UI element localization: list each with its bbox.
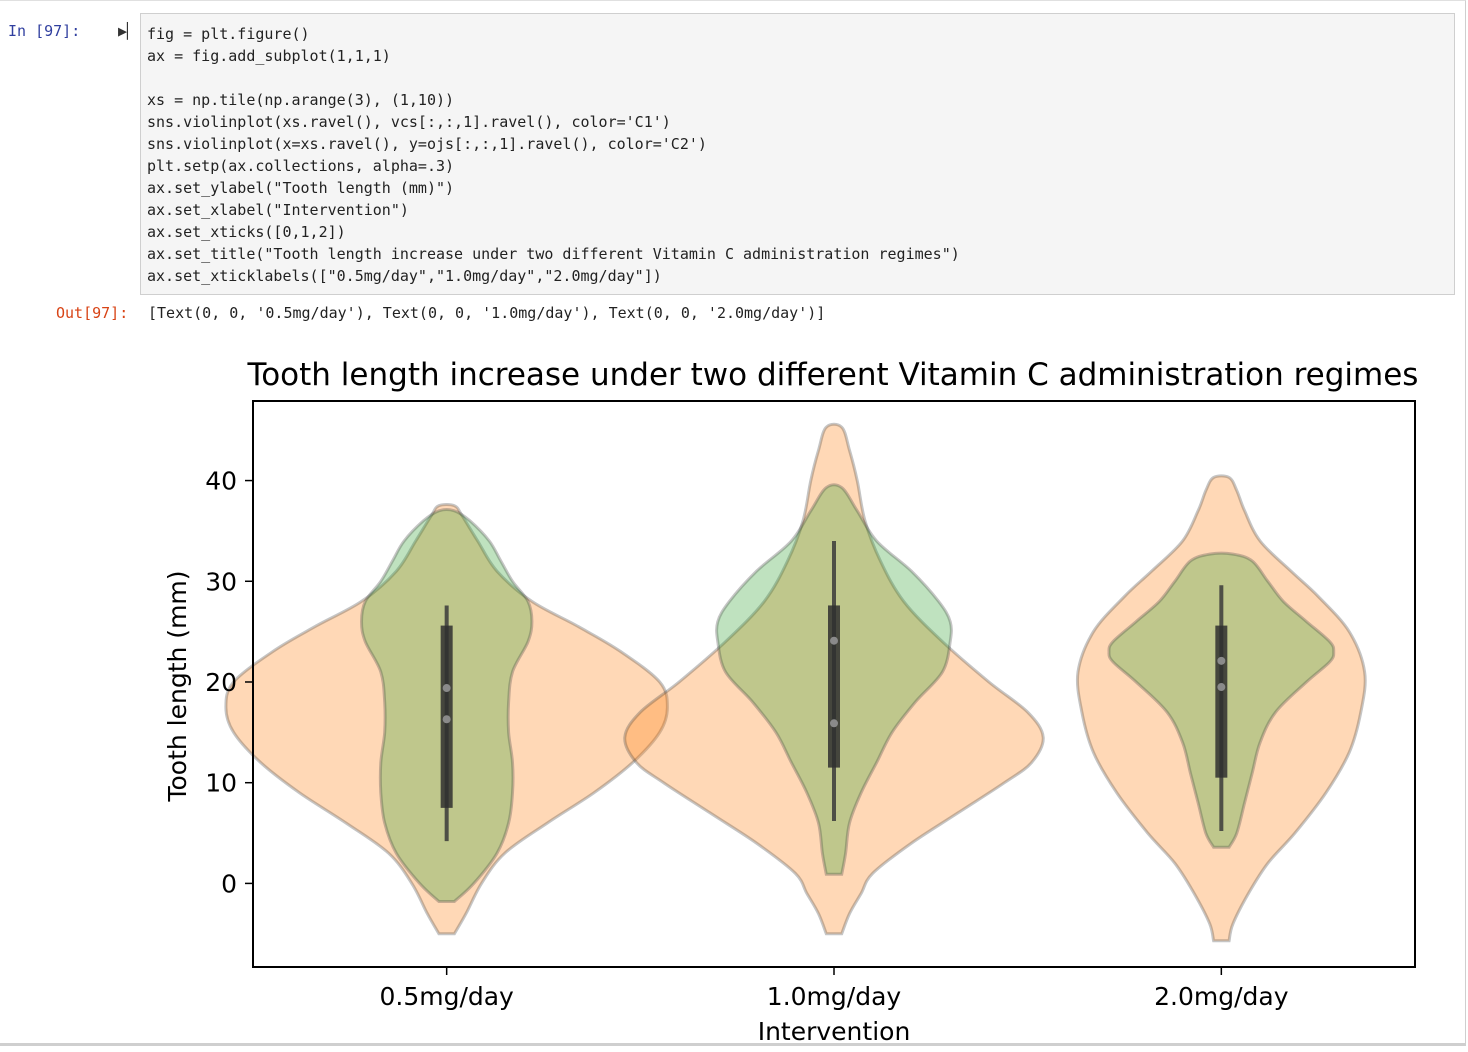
median-dot-2-0 bbox=[1217, 683, 1226, 692]
code-line: plt.setp(ax.collections, alpha=.3) bbox=[147, 157, 455, 175]
y-tick-label: 10 bbox=[205, 769, 237, 798]
output-text: [Text(0, 0, '0.5mg/day'), Text(0, 0, '1.… bbox=[148, 304, 826, 322]
x-tick-label: 0.5mg/day bbox=[379, 982, 514, 1011]
chart-title: Tooth length increase under two differen… bbox=[247, 357, 1419, 393]
code-line: sns.violinplot(xs.ravel(), vcs[:,:,1].ra… bbox=[147, 113, 671, 131]
code-line: xs = np.tile(np.arange(3), (1,10)) bbox=[147, 91, 455, 109]
violin-plot: Tooth length increase under two differen… bbox=[163, 357, 1419, 1045]
y-axis-label: Tooth length (mm) bbox=[163, 570, 192, 802]
median-dot-0-1 bbox=[442, 684, 451, 693]
x-tick-label: 1.0mg/day bbox=[767, 982, 902, 1011]
x-tick-label: 2.0mg/day bbox=[1154, 982, 1289, 1011]
run-cell-icon[interactable]: ▶▏ bbox=[118, 22, 137, 40]
code-line: ax.set_title("Tooth length increase unde… bbox=[147, 245, 960, 263]
code-line: fig = plt.figure() bbox=[147, 25, 310, 43]
x-axis: 0.5mg/day 1.0mg/day 2.0mg/day bbox=[379, 967, 1289, 1011]
code-line: sns.violinplot(x=xs.ravel(), y=ojs[:,:,1… bbox=[147, 135, 707, 153]
input-prompt: In [97]: bbox=[8, 22, 81, 40]
output-prompt: Out[97]: bbox=[56, 304, 129, 322]
code-line: ax = fig.add_subplot(1,1,1) bbox=[147, 47, 391, 65]
plot-area bbox=[224, 422, 1367, 943]
y-tick-label: 30 bbox=[205, 567, 237, 596]
code-editor[interactable]: fig = plt.figure() ax = fig.add_subplot(1… bbox=[140, 13, 1455, 295]
x-axis-label: Intervention bbox=[758, 1017, 911, 1045]
median-dot-0-0 bbox=[442, 715, 451, 724]
median-dot-2-1 bbox=[1217, 656, 1226, 665]
median-dot-1-1 bbox=[830, 636, 838, 645]
y-tick-label: 0 bbox=[221, 869, 237, 898]
box-iqr-1 bbox=[828, 605, 840, 768]
y-axis: 0 10 20 30 40 bbox=[205, 467, 253, 898]
code-line: ax.set_xticklabels(["0.5mg/day","1.0mg/d… bbox=[147, 267, 662, 285]
median-dot-1-0 bbox=[830, 719, 838, 728]
code-lines: fig = plt.figure() ax = fig.add_subplot(1… bbox=[147, 23, 960, 287]
code-line: ax.set_xlabel("Intervention") bbox=[147, 201, 409, 219]
y-tick-label: 20 bbox=[205, 668, 237, 697]
code-line: ax.set_ylabel("Tooth length (mm)") bbox=[147, 179, 455, 197]
y-tick-label: 40 bbox=[205, 467, 237, 496]
code-line: ax.set_xticks([0,1,2]) bbox=[147, 223, 346, 241]
box-iqr-2 bbox=[1215, 625, 1228, 778]
code-line bbox=[147, 67, 960, 89]
